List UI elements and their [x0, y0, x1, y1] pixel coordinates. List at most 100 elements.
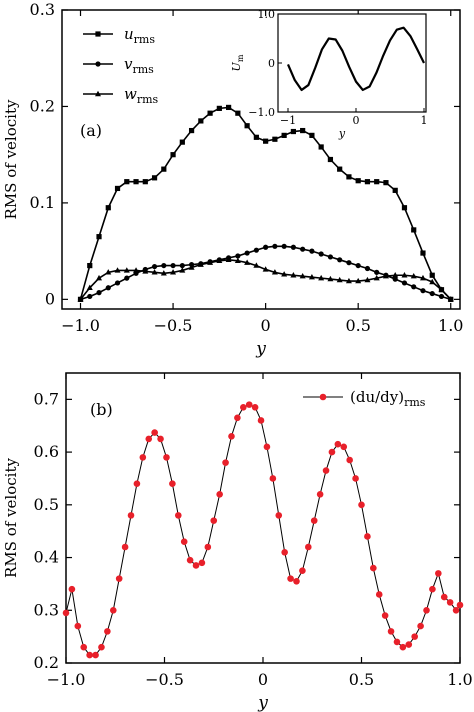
- data-point: [235, 253, 241, 259]
- data-point: [98, 643, 105, 651]
- data-point: [290, 128, 296, 135]
- data-point: [308, 273, 315, 280]
- data-point: [86, 651, 93, 659]
- panel-b-ticks: −1.0 −0.5 0 0.5 1.0 0.2 0.3 0.4 0.5 0.6 0.7: [34, 373, 473, 689]
- data-point: [411, 633, 418, 640]
- data-point: [114, 280, 121, 286]
- data-point: [305, 543, 312, 551]
- data-point: [234, 414, 241, 422]
- panel-a-legend: urms vrms wrms: [83, 25, 159, 106]
- data-point: [318, 144, 324, 150]
- data-point: [253, 247, 259, 253]
- data-point: [245, 401, 253, 408]
- data-point: [364, 533, 371, 540]
- data-point: [355, 178, 361, 184]
- data-point: [272, 243, 278, 249]
- data-point: [452, 606, 460, 614]
- y-tick-label: 0.6: [34, 442, 59, 461]
- inset-y-tick-label: −1.0: [248, 106, 275, 119]
- data-point: [105, 269, 112, 275]
- panel-b-series: [62, 401, 464, 659]
- panel-a: −1.0 −0.5 0 0.5 1.0 0 0.1 0.2 0.3 (a) y RMS of v…: [2, 0, 463, 359]
- data-point: [204, 543, 212, 551]
- x-tick-label: 0: [261, 316, 271, 335]
- panel-b-label: (b): [90, 400, 113, 419]
- data-point: [340, 443, 348, 451]
- data-point: [364, 276, 371, 283]
- data-point: [186, 556, 194, 564]
- data-point: [207, 110, 213, 116]
- data-point: [139, 454, 147, 461]
- data-point: [253, 134, 259, 140]
- data-point: [417, 622, 424, 630]
- data-point: [244, 250, 250, 256]
- data-point: [160, 270, 167, 276]
- data-point: [121, 543, 129, 551]
- data-point: [180, 538, 188, 546]
- data-point: [419, 274, 426, 281]
- panel-a-series: [77, 104, 454, 302]
- data-point: [364, 265, 371, 272]
- data-point: [336, 276, 343, 283]
- data-point: [198, 559, 206, 567]
- data-point: [299, 273, 306, 279]
- data-point: [96, 274, 103, 281]
- data-point: [170, 269, 177, 275]
- data-point: [401, 272, 408, 278]
- inset-y-axis-label: Um: [230, 54, 245, 71]
- data-point: [287, 575, 294, 582]
- data-point: [105, 285, 111, 291]
- data-point: [253, 262, 260, 268]
- data-point: [216, 105, 222, 111]
- data-point: [192, 562, 200, 569]
- data-point: [170, 262, 176, 269]
- data-point: [151, 175, 158, 181]
- data-point: [429, 585, 436, 593]
- data-point: [411, 227, 417, 233]
- data-point: [435, 570, 442, 577]
- data-point: [300, 127, 306, 134]
- y-tick-label: 0: [45, 289, 55, 308]
- data-point: [142, 268, 149, 274]
- data-point: [405, 641, 413, 648]
- data-point: [392, 272, 399, 278]
- data-point: [381, 612, 389, 619]
- data-point: [226, 104, 232, 111]
- data-point: [161, 262, 167, 269]
- data-point: [161, 166, 167, 172]
- data-point: [151, 263, 158, 270]
- data-point: [447, 296, 454, 302]
- y-tick-label: 0.5: [34, 495, 59, 514]
- data-point: [429, 290, 435, 297]
- x-tick-label: 1.0: [438, 316, 463, 335]
- data-point: [358, 501, 365, 509]
- legend-label: urms: [124, 25, 155, 46]
- inset-x-tick-label: 0: [353, 114, 360, 127]
- y-tick-label: 0.3: [34, 600, 59, 619]
- panel-a-y-axis-label: RMS of velocity: [2, 99, 20, 219]
- data-point: [374, 269, 380, 275]
- data-point: [290, 272, 297, 278]
- data-point: [133, 267, 140, 273]
- data-point: [96, 234, 102, 240]
- panel-a-ticks: −1.0 −0.5 0 0.5 1.0 0 0.1 0.2 0.3: [30, 0, 464, 335]
- panel-a-inset: −1 0 1 1.0 0 −1.0 y Um: [230, 8, 428, 140]
- data-point: [373, 274, 380, 281]
- data-point: [263, 443, 271, 451]
- data-point: [244, 123, 250, 129]
- data-point: [337, 166, 343, 172]
- data-point: [281, 271, 288, 277]
- data-point: [240, 403, 247, 411]
- data-point: [309, 132, 315, 138]
- data-point: [346, 174, 352, 180]
- data-point: [411, 284, 417, 290]
- data-point: [96, 290, 102, 296]
- data-point: [151, 429, 158, 436]
- x-tick-label: 0.5: [349, 670, 374, 689]
- inset-y-tick-label: 1.0: [258, 8, 276, 21]
- data-point: [392, 276, 398, 282]
- data-point: [352, 475, 359, 482]
- data-point: [170, 152, 176, 158]
- data-point: [429, 278, 436, 285]
